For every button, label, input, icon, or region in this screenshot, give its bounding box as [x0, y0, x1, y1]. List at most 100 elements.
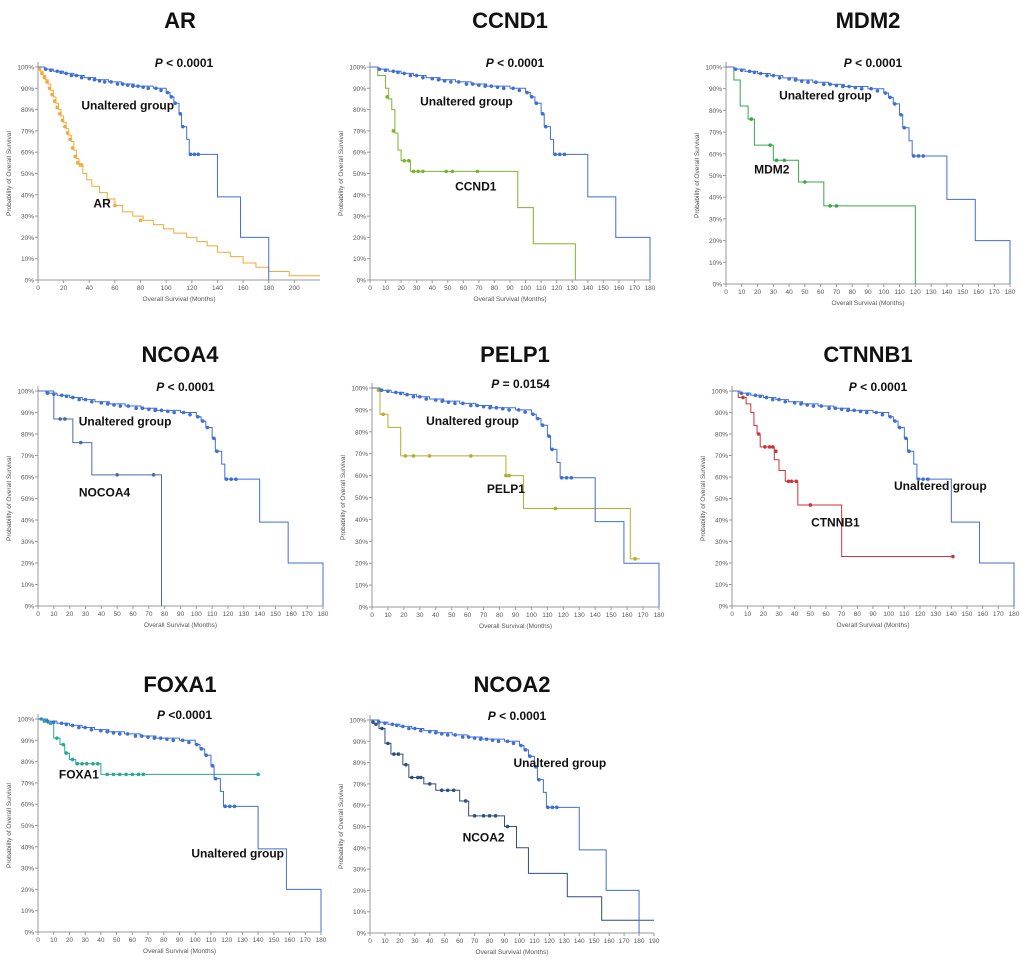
x-tick-label: 20 [400, 612, 408, 619]
x-tick-label: 60 [822, 611, 830, 618]
censor-mark [169, 95, 174, 99]
km-series-0 [370, 719, 640, 933]
censor-mark [126, 404, 131, 408]
y-tick-label: 30% [353, 214, 366, 221]
censor-mark [786, 479, 791, 484]
x-tick-label: 160 [622, 612, 633, 619]
x-tick-label: 150 [268, 937, 279, 944]
censor-mark [853, 85, 858, 90]
censor-mark [758, 71, 763, 76]
censor-mark [80, 761, 84, 766]
curve-label: Unaltered group [191, 846, 284, 860]
p-value-label: P = 0.0154 [491, 377, 550, 391]
y-tick-label: 70% [353, 781, 366, 788]
censor-mark [204, 753, 209, 758]
censor-mark [402, 71, 407, 76]
km-panel-3: NCOA4 P < 0.0001 0% 10% 20% 30% 40% 50% 60% 70% 80… [6, 342, 329, 629]
x-tick-label: 10 [381, 938, 389, 945]
censor-mark [79, 163, 84, 167]
y-tick-label: 70% [21, 453, 34, 460]
censor-mark [827, 406, 831, 411]
censor-mark [89, 727, 94, 732]
censor-mark [234, 477, 238, 481]
censor-mark [756, 432, 761, 436]
censor-mark [540, 112, 545, 116]
survival-curve [726, 66, 1011, 284]
censor-mark [408, 73, 413, 78]
censor-mark [111, 731, 116, 735]
censor-mark [69, 73, 74, 78]
censor-mark [803, 180, 807, 184]
censor-mark [136, 772, 141, 777]
censor-mark [55, 736, 59, 740]
x-tick-label: 0 [36, 285, 40, 292]
censor-mark [146, 735, 150, 739]
x-axis-label: Overall Survival (Months) [832, 300, 905, 307]
x-tick-label: 150 [598, 285, 609, 292]
censor-mark [396, 70, 400, 75]
x-tick-label: 170 [993, 611, 1004, 618]
censor-mark [64, 722, 69, 727]
censor-mark [134, 406, 138, 411]
y-tick-label: 30% [21, 539, 34, 546]
censor-mark [449, 80, 453, 84]
censor-mark [398, 391, 403, 396]
censor-mark [83, 725, 87, 730]
y-tick-label: 80% [353, 107, 366, 114]
censor-mark [768, 143, 772, 147]
censor-mark [79, 75, 84, 80]
curve-label: Unaltered group [420, 94, 513, 108]
censor-mark [146, 86, 151, 91]
x-tick-label: 90 [176, 937, 184, 944]
censor-mark [511, 741, 516, 746]
censor-mark [371, 720, 375, 724]
chart-title: AR [164, 8, 196, 33]
x-tick-label: 110 [899, 611, 910, 618]
censor-mark [64, 751, 69, 755]
x-tick-label: 40 [426, 938, 434, 945]
censor-mark [401, 724, 405, 729]
x-tick-label: 20 [397, 285, 405, 292]
censor-mark [888, 415, 893, 419]
survival-curve [38, 66, 270, 280]
censor-mark [229, 477, 233, 481]
km-series-0 [38, 390, 324, 606]
p-value-symbol: P [155, 56, 164, 70]
censor-mark [916, 154, 921, 158]
y-tick-label: 100% [17, 65, 34, 72]
curve-label: Unaltered group [513, 756, 606, 770]
chart-title: CTNNB1 [823, 342, 912, 367]
x-tick-label: 150 [962, 611, 973, 618]
x-tick-label: 180 [1005, 289, 1016, 296]
censor-mark [117, 732, 122, 736]
censor-mark [386, 741, 390, 746]
x-tick-label: 0 [368, 285, 372, 292]
censor-mark [469, 403, 473, 408]
censor-mark [789, 479, 794, 484]
censor-mark [130, 772, 135, 777]
curve-label: FOXA1 [59, 768, 99, 782]
censor-mark [196, 152, 201, 157]
y-tick-label: 0% [359, 605, 369, 612]
censor-mark [540, 423, 545, 428]
survival-curve [38, 718, 259, 775]
censor-mark [70, 146, 75, 150]
curve-label: MDM2 [754, 162, 790, 176]
p-value-text: < 0.0001 [163, 56, 214, 70]
x-tick-label: 160 [613, 285, 624, 292]
x-tick-label: 100 [878, 289, 889, 296]
censor-mark [864, 410, 869, 415]
censor-mark [50, 92, 54, 97]
censor-mark [453, 733, 458, 737]
curve-label: CTNNB1 [811, 515, 860, 529]
y-tick-label: 20% [21, 561, 34, 568]
censor-mark [543, 124, 548, 129]
censor-mark [763, 445, 767, 449]
survival-curve [370, 719, 640, 933]
censor-mark [550, 447, 554, 452]
y-tick-label: 0% [25, 604, 35, 611]
x-tick-label: 20 [66, 611, 74, 618]
y-tick-label: 40% [709, 195, 722, 202]
p-value-text: < 0.0001 [164, 380, 215, 394]
x-tick-label: 90 [177, 611, 185, 618]
